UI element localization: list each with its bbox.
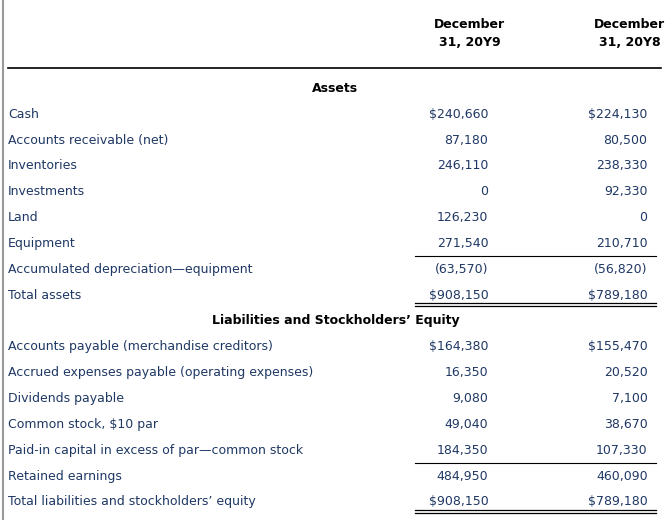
Text: 20,520: 20,520 xyxy=(604,366,648,379)
Text: $789,180: $789,180 xyxy=(588,289,648,302)
Text: 31, 20Y8: 31, 20Y8 xyxy=(599,36,660,49)
Text: 210,710: 210,710 xyxy=(596,237,648,250)
Text: Accumulated depreciation—equipment: Accumulated depreciation—equipment xyxy=(8,263,252,276)
Text: Total assets: Total assets xyxy=(8,289,81,302)
Text: Land: Land xyxy=(8,211,39,224)
Text: Cash: Cash xyxy=(8,108,39,121)
Text: 107,330: 107,330 xyxy=(596,444,648,457)
Text: 16,350: 16,350 xyxy=(445,366,488,379)
Text: $908,150: $908,150 xyxy=(429,496,488,509)
Text: 31, 20Y9: 31, 20Y9 xyxy=(439,36,501,49)
Text: 38,670: 38,670 xyxy=(604,418,648,431)
Text: Dividends payable: Dividends payable xyxy=(8,392,124,405)
Text: 271,540: 271,540 xyxy=(437,237,488,250)
Text: 92,330: 92,330 xyxy=(604,185,648,198)
Text: 9,080: 9,080 xyxy=(453,392,488,405)
Text: 0: 0 xyxy=(480,185,488,198)
Text: 484,950: 484,950 xyxy=(437,470,488,483)
Text: 87,180: 87,180 xyxy=(445,134,488,147)
Text: 49,040: 49,040 xyxy=(445,418,488,431)
Text: 184,350: 184,350 xyxy=(437,444,488,457)
Text: (63,570): (63,570) xyxy=(435,263,488,276)
Text: Paid-in capital in excess of par—common stock: Paid-in capital in excess of par—common … xyxy=(8,444,303,457)
Text: Equipment: Equipment xyxy=(8,237,76,250)
Text: 7,100: 7,100 xyxy=(612,392,648,405)
Text: Inventories: Inventories xyxy=(8,159,78,172)
Text: Investments: Investments xyxy=(8,185,85,198)
Text: $224,130: $224,130 xyxy=(588,108,648,121)
Text: Accrued expenses payable (operating expenses): Accrued expenses payable (operating expe… xyxy=(8,366,313,379)
Text: $789,180: $789,180 xyxy=(588,496,648,509)
Text: Assets: Assets xyxy=(313,82,358,95)
Text: Retained earnings: Retained earnings xyxy=(8,470,122,483)
Text: Accounts receivable (net): Accounts receivable (net) xyxy=(8,134,168,147)
Text: $240,660: $240,660 xyxy=(429,108,488,121)
Text: Common stock, $10 par: Common stock, $10 par xyxy=(8,418,158,431)
Text: December: December xyxy=(594,18,665,31)
Text: Liabilities and Stockholders’ Equity: Liabilities and Stockholders’ Equity xyxy=(211,315,460,328)
Text: 80,500: 80,500 xyxy=(603,134,648,147)
Text: 0: 0 xyxy=(639,211,648,224)
Text: 460,090: 460,090 xyxy=(596,470,648,483)
Text: Accounts payable (merchandise creditors): Accounts payable (merchandise creditors) xyxy=(8,340,273,353)
Text: (56,820): (56,820) xyxy=(594,263,648,276)
Text: 238,330: 238,330 xyxy=(596,159,648,172)
Text: December: December xyxy=(434,18,505,31)
Text: 126,230: 126,230 xyxy=(437,211,488,224)
Text: Total liabilities and stockholders’ equity: Total liabilities and stockholders’ equi… xyxy=(8,496,256,509)
Text: 246,110: 246,110 xyxy=(437,159,488,172)
Text: $164,380: $164,380 xyxy=(429,340,488,353)
Text: $908,150: $908,150 xyxy=(429,289,488,302)
Text: $155,470: $155,470 xyxy=(588,340,648,353)
